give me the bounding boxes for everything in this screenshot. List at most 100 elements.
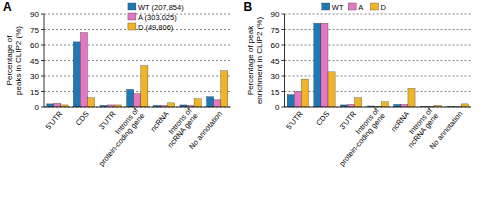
tick bbox=[282, 107, 285, 108]
tick bbox=[282, 76, 285, 77]
bar bbox=[328, 72, 335, 107]
legend-swatch bbox=[322, 3, 330, 10]
bar bbox=[141, 66, 148, 107]
legend-swatch bbox=[128, 3, 136, 10]
tick bbox=[41, 91, 44, 92]
axis-label-line: Percentage of peak bbox=[246, 25, 255, 95]
tick-label: 30 bbox=[271, 72, 280, 81]
tick-label: 60 bbox=[30, 41, 39, 50]
tick bbox=[282, 91, 285, 92]
grid-line bbox=[44, 76, 231, 77]
y-axis bbox=[44, 14, 45, 107]
figure: A 0 15 30 45 60 75 90 Percentage ofpeaks in CLIP… bbox=[0, 0, 481, 199]
tick bbox=[282, 45, 285, 46]
grid-line bbox=[285, 29, 472, 30]
grid-line bbox=[44, 107, 231, 108]
grid-line bbox=[44, 91, 231, 92]
bar bbox=[214, 100, 221, 107]
panel: A 0 15 30 45 60 75 90 Percentage ofpeaks in CLIP… bbox=[3, 0, 231, 168]
grid-line bbox=[285, 45, 472, 46]
axis-label: Percentage of peakenrichment in CLIP2 (%… bbox=[246, 17, 264, 104]
bar bbox=[461, 104, 468, 107]
bar bbox=[47, 104, 54, 107]
panel-label: B bbox=[244, 0, 253, 14]
tick-label: 60 bbox=[271, 41, 280, 50]
tick-label-line: CDS bbox=[74, 109, 91, 127]
bar bbox=[54, 103, 61, 107]
axis-label-line: enrichment in CLIP2 (%) bbox=[255, 17, 264, 104]
tick-label: 5'UTR bbox=[284, 109, 305, 131]
tick-label: 75 bbox=[271, 26, 280, 35]
tick-label: No annotation bbox=[428, 109, 465, 151]
bar bbox=[194, 99, 201, 107]
panel-label: A bbox=[3, 0, 12, 14]
legend-swatch bbox=[370, 3, 378, 10]
grid-line bbox=[285, 60, 472, 61]
bar bbox=[287, 95, 294, 107]
tick bbox=[41, 29, 44, 30]
legend-label: A (303,025) bbox=[138, 13, 177, 22]
tick bbox=[41, 60, 44, 61]
tick bbox=[282, 14, 285, 15]
bar bbox=[88, 98, 95, 107]
axis-label: Percentage ofpeaks in CLIP2 (%) bbox=[5, 26, 23, 95]
x-axis bbox=[44, 107, 231, 108]
x-axis bbox=[285, 107, 472, 108]
legend-label: D (49,806) bbox=[138, 23, 174, 32]
tick bbox=[41, 45, 44, 46]
tick bbox=[41, 14, 44, 15]
tick-label: Introns ofprotein-coding gene bbox=[91, 106, 147, 168]
grid-line bbox=[285, 91, 472, 92]
tick-label: 0 bbox=[35, 103, 40, 112]
bars bbox=[287, 23, 468, 107]
axis-label-line: Percentage of bbox=[5, 35, 14, 86]
axis-label-line: peaks in CLIP2 (%) bbox=[14, 26, 23, 95]
bar bbox=[80, 33, 87, 107]
bar bbox=[408, 88, 415, 107]
bar bbox=[294, 92, 301, 108]
tick-label: 0 bbox=[275, 103, 280, 112]
tick-label: No annotation bbox=[187, 109, 224, 151]
tick-label: 90 bbox=[271, 10, 280, 19]
bar bbox=[127, 89, 134, 107]
legend-label: A bbox=[358, 3, 363, 12]
legend-label: D bbox=[380, 3, 386, 12]
tick bbox=[282, 29, 285, 30]
bar bbox=[73, 42, 80, 107]
bar bbox=[381, 102, 388, 107]
legend-label: WT (207,854) bbox=[138, 3, 184, 12]
y-axis bbox=[284, 14, 285, 107]
tick bbox=[41, 76, 44, 77]
legend-label: WT bbox=[332, 3, 344, 12]
tick-label-line: protein-coding gene bbox=[97, 111, 147, 168]
tick bbox=[282, 60, 285, 61]
tick-label-line: protein-coding gene bbox=[337, 111, 387, 168]
grid-line bbox=[285, 76, 472, 77]
grid-line bbox=[44, 60, 231, 61]
bar bbox=[134, 94, 141, 107]
tick-label: 45 bbox=[30, 57, 39, 66]
tick-label-line: 5'UTR bbox=[284, 109, 305, 131]
tick-label-line: No annotation bbox=[187, 109, 224, 151]
tick-label: 15 bbox=[271, 88, 280, 97]
grid-line bbox=[285, 14, 472, 15]
tick-label: 30 bbox=[30, 72, 39, 81]
tick-label-line: CDS bbox=[314, 109, 331, 127]
tick-label: 45 bbox=[271, 57, 280, 66]
grid-line bbox=[285, 107, 472, 108]
tick bbox=[41, 107, 44, 108]
bar bbox=[314, 23, 321, 107]
tick-label-line: No annotation bbox=[428, 109, 465, 151]
bar bbox=[207, 97, 214, 107]
tick-label: 75 bbox=[30, 26, 39, 35]
tick-label: Introns ofprotein-coding gene bbox=[331, 106, 387, 168]
bar bbox=[301, 79, 308, 107]
tick-label: CDS bbox=[314, 109, 331, 127]
bar bbox=[221, 71, 228, 107]
tick-label: 15 bbox=[30, 88, 39, 97]
legend-swatch bbox=[128, 23, 136, 30]
tick-label: 90 bbox=[30, 10, 39, 19]
bars bbox=[47, 33, 228, 107]
legend-swatch bbox=[128, 13, 136, 20]
bar bbox=[167, 103, 174, 107]
